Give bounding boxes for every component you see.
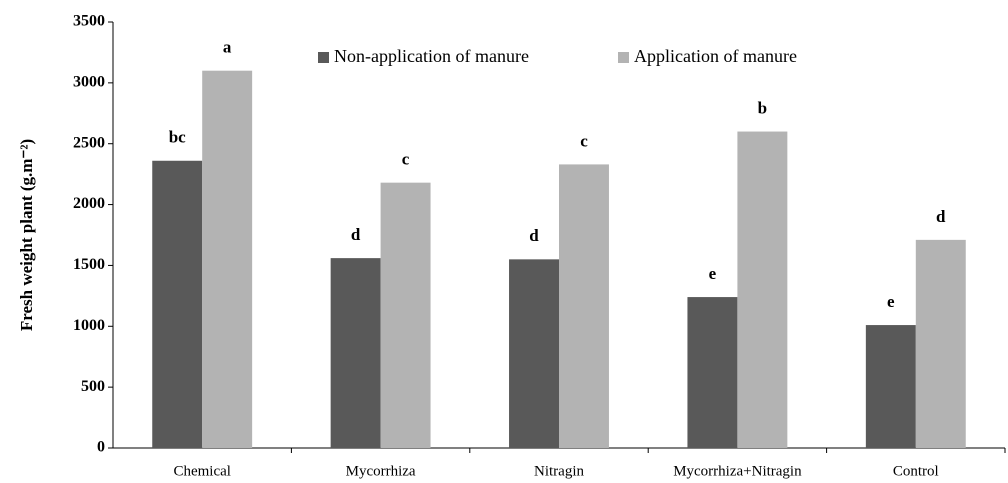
bar	[737, 131, 788, 449]
y-axis-label: Fresh weight plant (g.m⁻²)	[17, 139, 36, 331]
significance-letter: b	[758, 98, 767, 117]
significance-letter: d	[936, 207, 946, 226]
bar	[865, 325, 916, 448]
significance-letter: e	[887, 292, 895, 311]
significance-letter: d	[351, 225, 361, 244]
y-tick-label: 1500	[73, 256, 105, 273]
significance-letter: d	[529, 226, 539, 245]
bar	[915, 239, 966, 448]
significance-letter: e	[709, 264, 717, 283]
bar	[687, 297, 738, 448]
x-tick-label: Control	[893, 463, 939, 479]
significance-letter: a	[223, 38, 232, 57]
legend-swatch	[318, 52, 329, 63]
bar	[152, 160, 203, 449]
y-tick-label: 1000	[73, 317, 105, 334]
x-tick-label: Mycorrhiza	[346, 463, 416, 479]
y-tick-label: 2500	[73, 134, 105, 151]
legend-label: Non-application of manure	[334, 46, 529, 66]
x-tick-label: Chemical	[173, 463, 230, 479]
significance-letter: c	[402, 150, 410, 169]
bar	[330, 258, 381, 448]
y-tick-label: 500	[81, 378, 105, 395]
legend-label: Application of manure	[634, 46, 797, 66]
bar	[559, 164, 609, 449]
y-tick-label: 3500	[73, 13, 105, 30]
bar	[509, 259, 559, 448]
y-tick-label: 3000	[73, 74, 105, 91]
legend-swatch	[618, 52, 629, 63]
x-tick-label: Nitragin	[534, 463, 584, 479]
x-tick-label: Mycorrhiza+Nitragin	[673, 463, 802, 479]
y-tick-label: 0	[97, 439, 105, 456]
bar	[202, 70, 253, 448]
significance-letter: bc	[169, 128, 186, 147]
significance-letter: c	[580, 131, 588, 150]
bar	[380, 182, 431, 449]
y-tick-label: 2000	[73, 195, 105, 212]
